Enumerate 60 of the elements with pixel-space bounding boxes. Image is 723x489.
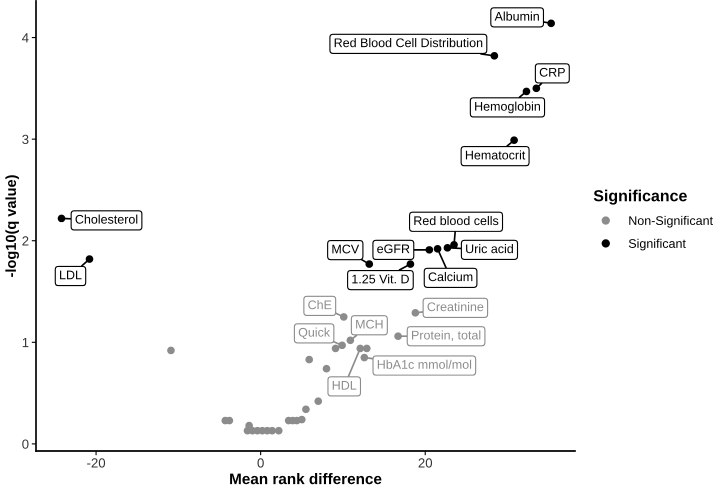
legend-title: Significance — [594, 190, 687, 205]
point — [363, 344, 371, 352]
annotation: CRP — [540, 68, 565, 77]
y-tick-label: 4 — [22, 33, 29, 42]
point — [340, 313, 348, 321]
y-tick-label: 2 — [22, 236, 28, 246]
annotation: MCV — [332, 244, 360, 254]
annotation: HDL — [332, 381, 356, 390]
point — [314, 397, 322, 406]
point — [346, 336, 354, 344]
point — [406, 260, 414, 268]
y-tick-label: 3 — [22, 134, 28, 144]
point — [444, 244, 452, 252]
y-axis-title: -log10(q value) — [5, 175, 19, 277]
point — [167, 346, 175, 354]
annotation: Uric acid — [466, 244, 513, 254]
point — [365, 260, 374, 268]
x-axis-title: Mean rank difference — [230, 473, 382, 484]
annotation: Red Blood Cell Distribution — [334, 38, 482, 48]
annotation: Cholesterol — [76, 214, 138, 224]
annotation: HbA1c mmol/mol — [378, 360, 472, 369]
annotation: Albumin — [494, 12, 539, 21]
annotation: Quick — [298, 328, 330, 339]
annotation: Hemoglobin — [475, 102, 540, 114]
point — [322, 364, 330, 373]
point — [522, 88, 530, 96]
point — [426, 246, 434, 254]
point — [58, 214, 66, 222]
point — [360, 354, 368, 362]
x-tick-label: 0 — [258, 458, 264, 468]
legend-label: Significant — [628, 238, 686, 250]
point — [332, 344, 340, 352]
annotation: Calcium — [428, 272, 472, 282]
point — [547, 20, 555, 28]
point — [338, 342, 346, 350]
point — [86, 255, 94, 263]
annotation: Red blood cells — [414, 216, 498, 226]
annotation: 1.25 Vit. D — [352, 274, 409, 284]
point — [412, 309, 420, 317]
annotation: ChE — [308, 300, 332, 310]
x-tick-label: -20 — [87, 458, 106, 468]
y-tick-label: 1 — [22, 338, 28, 348]
annotation: Hematocrit — [466, 150, 526, 160]
point — [274, 426, 283, 434]
x-tick-label: 20 — [418, 458, 432, 468]
point — [510, 136, 518, 144]
annotation: MCH — [356, 320, 383, 329]
annotation: LDL — [60, 270, 82, 280]
point — [434, 245, 442, 253]
annotation: eGFR — [377, 244, 410, 254]
annotation: Creatinine — [428, 302, 484, 312]
point — [305, 356, 314, 364]
point — [394, 332, 402, 340]
annotation: Protein, total — [412, 330, 480, 342]
point — [302, 406, 310, 414]
legend-label: Non-Significant — [629, 216, 713, 228]
point — [532, 84, 540, 92]
point — [490, 52, 498, 60]
point — [298, 416, 306, 424]
y-tick-label: 0 — [22, 439, 29, 449]
